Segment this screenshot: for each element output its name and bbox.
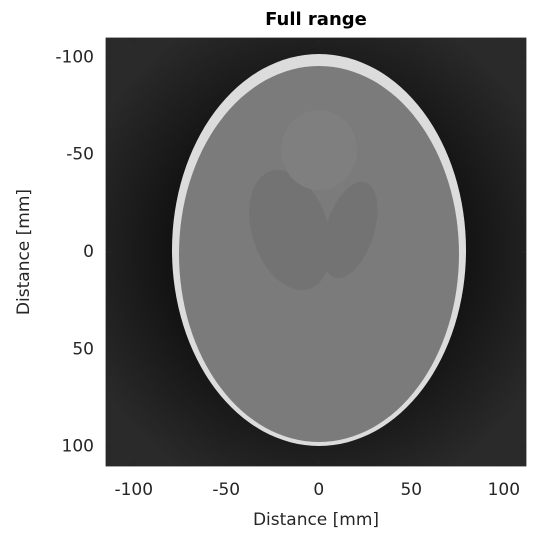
image [106, 38, 526, 466]
feature-right [322, 181, 378, 279]
y-tick-label: -50 [66, 145, 94, 165]
y-tick-label: -100 [55, 47, 94, 67]
feature-top [281, 110, 357, 190]
x-axis-label: Distance [mm] [253, 510, 379, 530]
x-tick-label: -100 [114, 480, 153, 500]
x-tick-label: 0 [313, 480, 324, 500]
chart-title: Full range [265, 9, 367, 30]
y-tick-label: 100 [62, 437, 94, 457]
x-tick-label: 50 [400, 480, 422, 500]
y-axis-label: Distance [mm] [14, 189, 34, 315]
y-tick-label: 50 [72, 339, 94, 359]
feature-left [249, 169, 331, 291]
y-tick-label: 0 [83, 242, 94, 262]
x-tick-label: 100 [488, 480, 520, 500]
x-tick-label: -50 [212, 480, 240, 500]
